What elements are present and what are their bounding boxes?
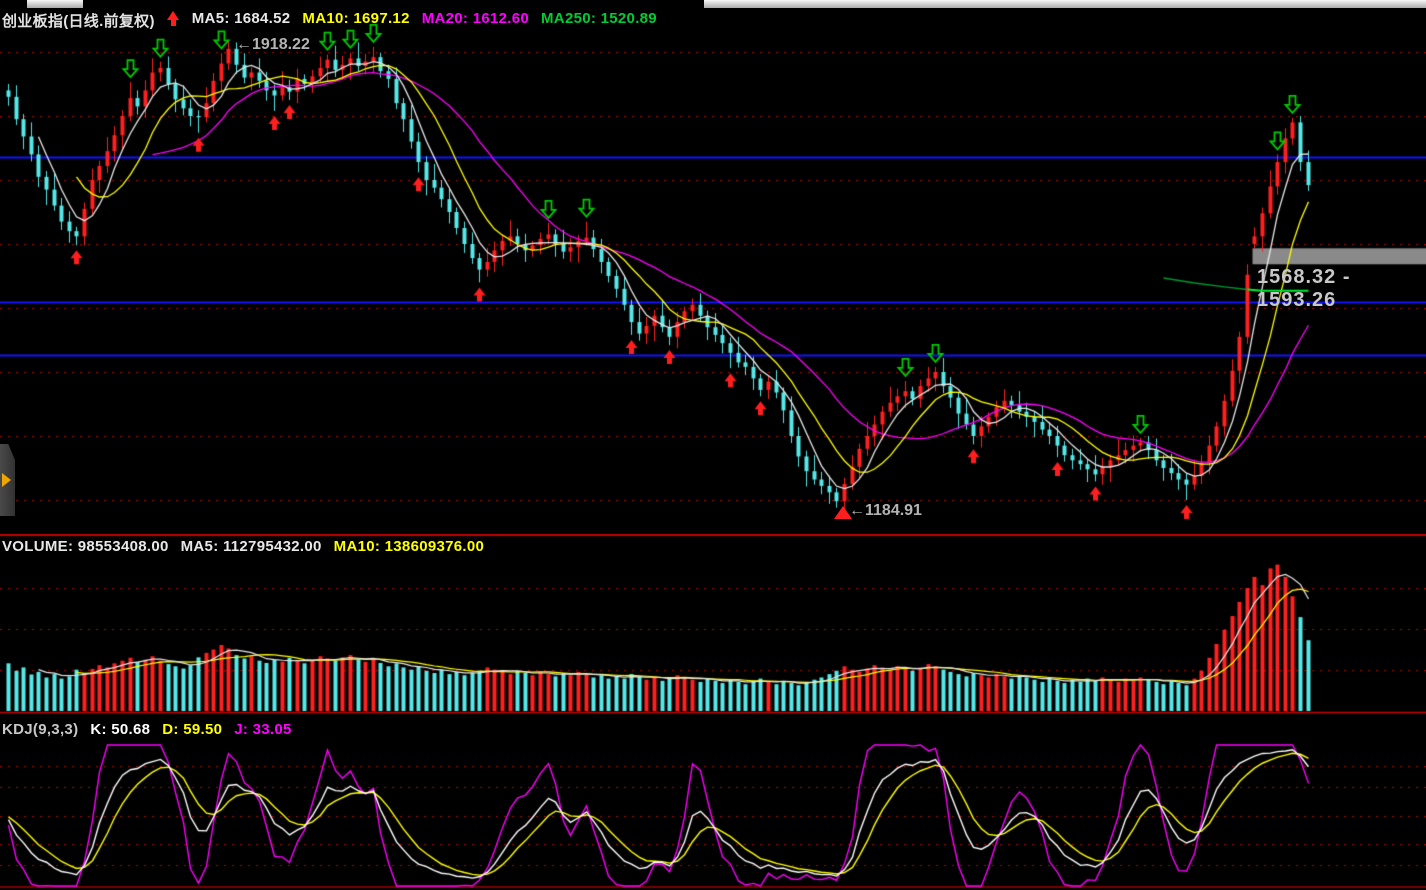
kdj-header: KDJ(9,3,3) K: 50.68 D: 59.50 J: 33.05 — [2, 721, 292, 738]
kdj-d-value: D: 59.50 — [162, 721, 223, 738]
volume-ma5-value: MA5: 112795432.00 — [180, 538, 322, 555]
kdj-j-value: J: 33.05 — [234, 721, 292, 738]
top-bar-segment — [704, 0, 1426, 8]
high-price-annotation: ←1918.22 — [236, 36, 310, 53]
ma10-value: MA10: 1697.12 — [302, 10, 410, 27]
low-price-annotation: ←1184.91 — [849, 502, 922, 519]
low-marker-triangle-icon — [834, 506, 852, 519]
kdj-k-value: K: 50.68 — [90, 721, 151, 738]
up-trend-icon — [166, 10, 180, 27]
ma5-value: MA5: 1684.52 — [191, 10, 291, 27]
gap-range-label: 1568.32 - 1593.26 — [1257, 266, 1351, 311]
top-bar — [0, 0, 1426, 8]
ma20-value: MA20: 1612.60 — [421, 10, 530, 27]
chart-title: 创业板指(日线.前复权) — [2, 13, 155, 30]
ma250-value: MA250: 1520.89 — [541, 10, 657, 27]
top-bar-segment — [27, 0, 83, 8]
volume-header: VOLUME: 98553408.00 MA5: 112795432.00 MA… — [2, 538, 484, 555]
volume-value: VOLUME: 98553408.00 — [2, 538, 169, 555]
panel-drawer-handle[interactable] — [0, 444, 15, 516]
volume-ma10-value: MA10: 138609376.00 — [333, 538, 485, 555]
main-chart-header: 创业板指(日线.前复权) MA5: 1684.52 MA10: 1697.12 … — [2, 10, 657, 31]
expand-panel-icon — [2, 473, 11, 487]
kdj-label: KDJ(9,3,3) — [2, 721, 79, 738]
